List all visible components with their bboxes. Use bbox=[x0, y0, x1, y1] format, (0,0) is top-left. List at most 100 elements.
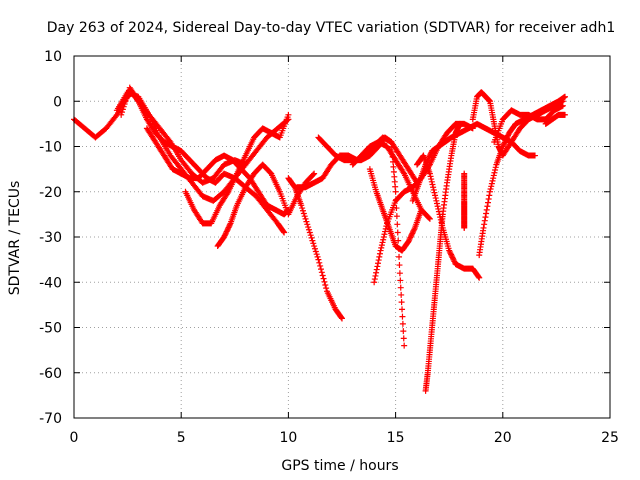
data-point bbox=[314, 253, 321, 260]
data-point bbox=[433, 197, 440, 204]
series-9 bbox=[315, 134, 408, 349]
data-point bbox=[448, 251, 455, 258]
data-point bbox=[320, 275, 327, 282]
data-point bbox=[400, 169, 407, 176]
series-15 bbox=[414, 152, 483, 281]
data-point bbox=[376, 250, 383, 257]
data-point bbox=[371, 276, 378, 283]
data-point bbox=[504, 133, 511, 140]
data-point bbox=[486, 192, 493, 199]
data-point bbox=[371, 279, 378, 286]
data-point bbox=[438, 219, 445, 226]
data-point bbox=[299, 205, 306, 212]
data-point bbox=[426, 170, 433, 177]
data-point bbox=[489, 177, 496, 184]
data-point bbox=[483, 206, 490, 213]
data-point bbox=[399, 320, 406, 327]
data-point bbox=[418, 206, 425, 213]
data-point bbox=[450, 255, 457, 262]
series-20 bbox=[542, 111, 568, 127]
data-point bbox=[485, 195, 492, 202]
data-point bbox=[449, 254, 456, 261]
y-tick-label: -60 bbox=[39, 366, 62, 382]
data-point bbox=[405, 238, 412, 245]
data-point bbox=[406, 237, 413, 244]
data-point bbox=[306, 229, 313, 236]
data-point bbox=[396, 253, 403, 260]
data-point bbox=[394, 221, 401, 228]
data-point bbox=[503, 136, 510, 143]
data-point bbox=[492, 167, 499, 174]
data-point bbox=[313, 251, 320, 258]
data-point bbox=[437, 214, 444, 221]
y-tick-label: -70 bbox=[39, 411, 62, 427]
data-point bbox=[485, 199, 492, 206]
data-point bbox=[221, 232, 228, 239]
data-point bbox=[396, 262, 403, 269]
data-point bbox=[426, 215, 433, 222]
data-point bbox=[309, 237, 316, 244]
data-point bbox=[501, 139, 508, 146]
data-point bbox=[431, 189, 438, 196]
data-point bbox=[224, 190, 231, 197]
data-point bbox=[317, 262, 324, 269]
data-point bbox=[406, 235, 413, 242]
data-point bbox=[379, 239, 386, 246]
data-point bbox=[315, 256, 322, 263]
data-point bbox=[531, 152, 538, 159]
data-point bbox=[450, 257, 457, 264]
data-point bbox=[339, 315, 345, 322]
data-point bbox=[476, 274, 483, 281]
data-point bbox=[338, 314, 345, 321]
data-point bbox=[502, 138, 509, 145]
data-point bbox=[119, 106, 126, 113]
data-point bbox=[433, 200, 440, 207]
data-point bbox=[503, 135, 510, 142]
y-tick-label: 0 bbox=[53, 94, 62, 110]
data-point bbox=[427, 152, 434, 159]
data-point bbox=[372, 272, 379, 279]
data-point bbox=[377, 247, 384, 254]
data-point bbox=[298, 202, 305, 209]
data-points bbox=[71, 84, 568, 394]
data-point bbox=[285, 111, 292, 118]
data-point bbox=[221, 234, 228, 240]
data-point bbox=[490, 175, 497, 182]
data-point bbox=[397, 277, 404, 284]
data-point bbox=[398, 291, 405, 298]
data-point bbox=[500, 142, 507, 149]
data-point bbox=[400, 335, 407, 342]
data-point bbox=[310, 240, 317, 247]
data-point bbox=[410, 227, 417, 234]
data-point bbox=[322, 281, 329, 288]
series-5 bbox=[182, 111, 292, 227]
data-point bbox=[382, 225, 389, 232]
data-point bbox=[435, 205, 442, 212]
data-point bbox=[399, 313, 406, 320]
data-point bbox=[396, 270, 403, 277]
data-point bbox=[305, 226, 312, 233]
data-point bbox=[436, 211, 443, 218]
data-point bbox=[373, 269, 380, 276]
data-point bbox=[380, 234, 387, 240]
data-point bbox=[401, 342, 408, 349]
data-point bbox=[488, 180, 495, 187]
x-tick-labels: 0 5 10 15 20 25 bbox=[70, 430, 619, 446]
data-point bbox=[223, 228, 230, 235]
data-point bbox=[311, 170, 318, 177]
data-point bbox=[302, 215, 309, 222]
data-point bbox=[504, 132, 511, 139]
data-point bbox=[311, 245, 318, 252]
data-point bbox=[373, 266, 380, 273]
data-point bbox=[446, 247, 453, 254]
x-tick-label: 20 bbox=[494, 430, 512, 446]
data-point bbox=[224, 225, 231, 232]
data-point bbox=[461, 224, 468, 231]
data-point bbox=[301, 213, 308, 220]
data-point bbox=[434, 203, 441, 210]
y-tick-label: 10 bbox=[44, 49, 62, 65]
data-point bbox=[323, 285, 330, 292]
data-point bbox=[224, 227, 231, 234]
data-point bbox=[374, 263, 381, 270]
